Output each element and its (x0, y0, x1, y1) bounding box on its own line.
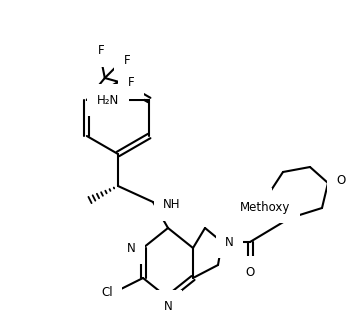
Text: O: O (254, 197, 263, 211)
Text: F: F (128, 77, 134, 89)
Text: Methyl: Methyl (239, 194, 244, 196)
Text: O: O (336, 175, 345, 188)
Text: N: N (225, 236, 234, 248)
Text: H₂N: H₂N (97, 93, 119, 107)
Text: N: N (127, 241, 136, 254)
Text: N: N (164, 300, 172, 313)
Text: F: F (97, 45, 104, 58)
Text: O: O (253, 197, 262, 210)
Text: O: O (245, 266, 255, 279)
Text: Cl: Cl (101, 286, 113, 299)
Text: Methoxy: Methoxy (240, 201, 290, 213)
Text: F: F (124, 54, 130, 67)
Text: NH: NH (163, 198, 180, 211)
Text: Methoxy: Methoxy (237, 194, 243, 196)
